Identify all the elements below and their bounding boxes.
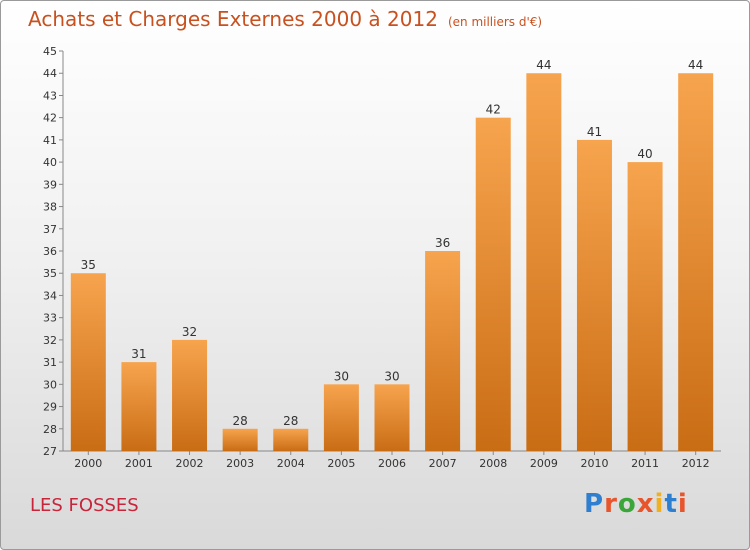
bar-2004 — [273, 428, 309, 451]
proxiti-logo[interactable]: Proxiti — [584, 489, 688, 519]
bar-value-label: 40 — [637, 147, 652, 161]
y-tick-label: 37 — [43, 223, 57, 236]
chart-title: Achats et Charges Externes 2000 à 2012 (e… — [28, 7, 542, 31]
chart-labels: 35 2000 31 2001 32 2002 28 2003 28 2004 30 2005 30 20… — [74, 58, 709, 470]
bar-2007 — [425, 251, 461, 451]
y-tick-label: 29 — [43, 401, 57, 414]
x-tick-label: 2006 — [378, 457, 406, 470]
chart-bars — [70, 73, 714, 452]
x-tick-label: 2000 — [74, 457, 102, 470]
bar-2008 — [475, 117, 511, 452]
y-tick-label: 32 — [43, 334, 57, 347]
chart-axes: 27 28 29 30 31 32 33 34 35 36 37 38 39 40 41 42 43 44 45 — [43, 45, 721, 458]
bar-2012 — [678, 73, 714, 451]
y-tick-label: 42 — [43, 112, 57, 125]
chart-title-text: Achats et Charges Externes 2000 à 2012 — [28, 7, 438, 31]
bar-2000 — [70, 273, 106, 451]
bar-value-label: 30 — [384, 369, 399, 383]
y-tick-label: 41 — [43, 134, 57, 147]
y-tick-label: 43 — [43, 89, 57, 102]
bar-value-label: 36 — [435, 236, 450, 250]
x-tick-label: 2001 — [125, 457, 153, 470]
y-tick-label: 27 — [43, 445, 57, 458]
bar-2001 — [121, 362, 157, 451]
x-tick-label: 2009 — [530, 457, 558, 470]
bar-value-label: 44 — [536, 58, 551, 72]
bar-2006 — [374, 384, 410, 451]
bar-value-label: 42 — [486, 103, 501, 117]
y-tick-label: 35 — [43, 267, 57, 280]
bar-2005 — [323, 384, 359, 451]
x-tick-label: 2005 — [327, 457, 355, 470]
y-tick-label: 33 — [43, 312, 57, 325]
x-tick-label: 2004 — [277, 457, 305, 470]
bar-value-label: 31 — [131, 347, 146, 361]
bar-value-label: 41 — [587, 125, 602, 139]
y-tick-label: 38 — [43, 201, 57, 214]
y-tick-label: 36 — [43, 245, 57, 258]
x-tick-label: 2008 — [479, 457, 507, 470]
bar-2011 — [627, 162, 663, 451]
bar-2003 — [222, 428, 258, 451]
y-tick-label: 34 — [43, 289, 57, 302]
y-tick-label: 39 — [43, 178, 57, 191]
bar-2009 — [526, 73, 562, 451]
bar-value-label: 32 — [182, 325, 197, 339]
y-tick-label: 31 — [43, 356, 57, 369]
bar-value-label: 28 — [283, 414, 298, 428]
x-tick-label: 2011 — [631, 457, 659, 470]
y-tick-label: 30 — [43, 378, 57, 391]
y-tick-label: 45 — [43, 45, 57, 58]
x-tick-label: 2012 — [682, 457, 710, 470]
bar-value-label: 35 — [81, 258, 96, 272]
x-tick-label: 2010 — [580, 457, 608, 470]
town-name: LES FOSSES — [30, 495, 139, 516]
bar-2010 — [576, 139, 612, 451]
x-tick-label: 2007 — [429, 457, 457, 470]
bar-value-label: 30 — [334, 369, 349, 383]
y-tick-label: 28 — [43, 423, 57, 436]
x-tick-label: 2003 — [226, 457, 254, 470]
y-tick-label: 44 — [43, 67, 57, 80]
bar-2002 — [172, 339, 208, 451]
y-tick-label: 40 — [43, 156, 57, 169]
x-tick-label: 2002 — [176, 457, 204, 470]
bar-value-label: 44 — [688, 58, 703, 72]
bar-value-label: 28 — [233, 414, 248, 428]
chart-subtitle: (en milliers d'€) — [447, 15, 543, 29]
